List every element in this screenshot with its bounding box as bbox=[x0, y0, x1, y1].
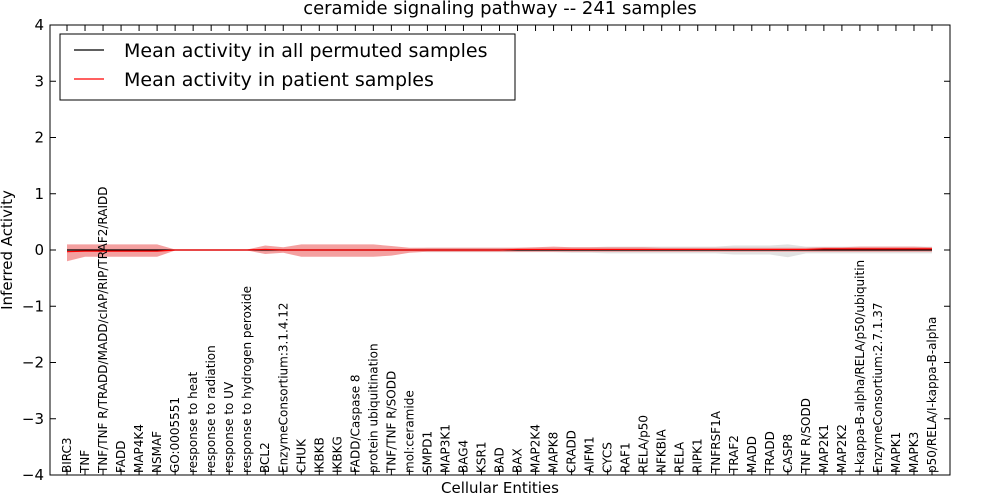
x-tick-label: SMPD1 bbox=[420, 431, 434, 473]
legend-label-patient: Mean activity in patient samples bbox=[124, 69, 434, 91]
x-tick-label: TNF/TNF R/TRADD/MADD/cIAP/RIP/TRAF2/RAID… bbox=[96, 187, 110, 475]
y-axis: −4 −3 −2 −1 0 1 2 3 4 bbox=[22, 16, 950, 484]
x-tick-label: MAPK3 bbox=[907, 432, 921, 473]
x-tick-label: BAX bbox=[511, 448, 525, 473]
x-tick-label: CASP8 bbox=[781, 434, 795, 473]
x-tick-label: p50/RELA/I-kappa-B-alpha bbox=[925, 317, 939, 473]
legend: Mean activity in all permuted samples Me… bbox=[59, 33, 516, 101]
x-tick-label: MADD bbox=[745, 436, 759, 473]
line-patient bbox=[66, 248, 932, 253]
y-tick-label: 2 bbox=[34, 129, 44, 147]
x-tick-label: BCL2 bbox=[258, 442, 272, 473]
y-tick-label: 1 bbox=[34, 185, 44, 203]
x-tick-label: RAF1 bbox=[619, 442, 633, 473]
y-axis-label: Inferred Activity bbox=[0, 190, 16, 310]
y-tick-label: 0 bbox=[34, 241, 44, 259]
x-tick-label: CHUK bbox=[294, 438, 308, 473]
y-tick-label: −3 bbox=[22, 410, 44, 428]
band-patient bbox=[67, 244, 932, 262]
x-tick-label: response to UV bbox=[222, 381, 236, 473]
x-tick-label: I-kappa-B-alpha/RELA/p50/ubiquitin bbox=[853, 260, 867, 473]
confidence-bands bbox=[67, 244, 932, 262]
legend-label-permuted: Mean activity in all permuted samples bbox=[124, 40, 487, 62]
x-tick-label: response to radiation bbox=[204, 345, 218, 473]
x-tick-label: MAP2K1 bbox=[817, 424, 831, 473]
x-tick-label: RELA/p50 bbox=[637, 415, 651, 473]
x-tick-label: CYCS bbox=[601, 442, 615, 473]
x-tick-label: RELA bbox=[673, 441, 687, 473]
x-tick-label: BAD bbox=[493, 447, 507, 473]
chart-title: ceramide signaling pathway -- 241 sample… bbox=[303, 0, 697, 19]
x-tick-label: MAP3K1 bbox=[438, 424, 452, 473]
x-tick-label: MAPK1 bbox=[889, 432, 903, 473]
x-tick-label: TNF R/SODD bbox=[799, 398, 813, 474]
x-tick-label: MAPK8 bbox=[547, 432, 561, 473]
series-lines bbox=[66, 248, 932, 253]
x-tick-label: AIFM1 bbox=[583, 436, 597, 473]
x-tick-label: MAP2K2 bbox=[835, 424, 849, 473]
x-tick-label: MAP4K4 bbox=[132, 424, 146, 473]
x-tick-label: RIPK1 bbox=[691, 438, 705, 473]
x-tick-label: TRAF2 bbox=[727, 435, 741, 474]
x-tick-label: GO:0005551 bbox=[168, 397, 182, 473]
x-tick-label: IKBKG bbox=[330, 436, 344, 473]
x-tick-label: EnzymeConsortium:2.7.1.37 bbox=[871, 302, 885, 473]
x-tick-label: response to heat bbox=[186, 371, 200, 473]
x-tick-label: NFKBIA bbox=[655, 428, 669, 473]
x-tick-label: EnzymeConsortium:3.1.4.12 bbox=[276, 302, 290, 473]
y-tick-label: −1 bbox=[22, 297, 44, 315]
x-tick-label: response to hydrogen peroxide bbox=[240, 286, 254, 473]
x-tick-label: IKBKB bbox=[312, 437, 326, 473]
y-tick-label: −4 bbox=[22, 466, 44, 484]
x-tick-label: MAP2K4 bbox=[529, 424, 543, 473]
y-tick-label: 3 bbox=[34, 72, 44, 90]
x-tick-label: TRADD bbox=[763, 431, 777, 474]
y-tick-label: −2 bbox=[22, 354, 44, 372]
x-tick-label: NSMAF bbox=[150, 431, 164, 473]
x-tick-label: CRADD bbox=[565, 430, 579, 473]
x-tick-label: TNFRSF1A bbox=[709, 410, 723, 474]
x-axis-label: Cellular Entities bbox=[441, 479, 559, 497]
y-tick-label: 4 bbox=[34, 16, 44, 34]
x-tick-label: FADD bbox=[114, 441, 128, 474]
x-tick-label: TNF/TNF R/SODD bbox=[384, 371, 398, 474]
x-tick-label: BIRC3 bbox=[60, 437, 74, 473]
x-tick-label: FADD/Caspase 8 bbox=[348, 374, 362, 473]
x-tick-label: TNF bbox=[78, 450, 92, 474]
x-tick-label: protein ubiquitination bbox=[366, 343, 380, 473]
x-tick-label: mol:ceramide bbox=[402, 390, 416, 473]
x-axis: BIRC3 TNF TNF/TNF R/TRADD/MADD/cIAP/RIP/TR… bbox=[60, 25, 939, 475]
x-tick-label: BAG4 bbox=[457, 440, 471, 473]
x-tick-label: KSR1 bbox=[475, 442, 489, 473]
legend-box bbox=[59, 33, 516, 101]
